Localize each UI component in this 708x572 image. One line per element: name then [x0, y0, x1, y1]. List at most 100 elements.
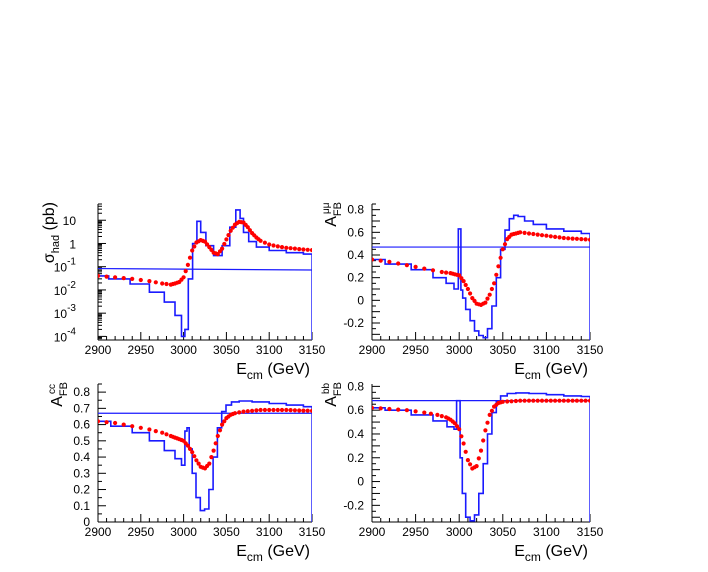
series-point [288, 246, 293, 251]
series-point [121, 422, 126, 427]
series-point [574, 236, 580, 241]
series-point [481, 438, 486, 443]
series-point [130, 424, 135, 429]
series-point [211, 448, 216, 453]
x-tick-label: 3050 [213, 525, 240, 539]
y-tick-exponent: -4 [67, 326, 76, 337]
y-axis-label-main: A [323, 216, 340, 227]
series-point [387, 259, 392, 264]
series-point [487, 292, 492, 297]
series-point [566, 236, 571, 241]
series-point [531, 231, 536, 237]
series-point [413, 264, 418, 269]
series-point [254, 408, 259, 413]
series-point [489, 408, 494, 413]
series-point [301, 408, 306, 413]
series-point [574, 398, 580, 403]
series-point [500, 247, 505, 252]
y-axis-label-sub: FB [332, 382, 344, 396]
y-tick-label: 0.8 [347, 379, 364, 393]
series-point [130, 276, 135, 281]
series-point [522, 398, 527, 403]
series-point [422, 266, 427, 271]
series-point [561, 235, 566, 241]
series-point [461, 279, 466, 284]
y-axis-label-tail: (pb) [41, 202, 58, 235]
x-tick-label: 2900 [359, 525, 386, 539]
y-tick-label: 10-1 [54, 257, 77, 275]
series-point [309, 248, 312, 253]
series-point [500, 399, 505, 404]
series-point [485, 420, 490, 425]
y-tick-label: 10 [63, 214, 77, 228]
plot-area [372, 214, 590, 340]
y-tick-base: 10 [63, 214, 77, 228]
series-point [468, 291, 473, 296]
x-axis-label-sub: cm [525, 368, 541, 382]
series-point [297, 247, 302, 252]
y-tick-label: 0.6 [73, 418, 90, 432]
series-point [483, 428, 488, 433]
series-point [557, 235, 562, 240]
series-point [217, 428, 223, 433]
y-axis-label-sup: bb [321, 382, 332, 394]
y-axis-label-main: A [323, 396, 340, 407]
plot-area [98, 209, 312, 340]
series-point [439, 414, 444, 419]
series-point [579, 398, 584, 403]
series-point [505, 399, 510, 404]
series-point [548, 234, 553, 239]
y-tick-label: 0.8 [347, 203, 364, 217]
x-axis-label: Ecm (GeV) [236, 543, 310, 564]
series-point [570, 236, 575, 241]
y-axis-label-sup: cc [47, 384, 58, 394]
series-point [241, 409, 246, 414]
x-axis-label-main: E [236, 361, 247, 378]
y-tick-base: 10 [54, 307, 68, 321]
series-point [250, 408, 255, 413]
y-tick-label: 10-4 [54, 326, 77, 344]
series-point [387, 406, 392, 412]
series-point [494, 272, 499, 277]
series-point [496, 264, 501, 269]
series-point [153, 280, 158, 285]
y-tick-label: -0.2 [343, 316, 364, 330]
series-point [104, 274, 109, 279]
series-step-line [98, 209, 312, 338]
x-tick-label: 3000 [446, 525, 473, 539]
series-point [113, 275, 118, 280]
y-tick-label: 0 [357, 293, 364, 307]
series-point [245, 409, 250, 414]
series-point [232, 411, 238, 416]
series-point [566, 398, 571, 403]
series-point [213, 441, 218, 446]
series-point [187, 255, 193, 260]
y-tick-label: 0.2 [347, 451, 364, 465]
x-axis-label-tail: (GeV) [263, 543, 310, 560]
x-axis-label-tail: (GeV) [541, 543, 588, 560]
series-point [459, 434, 464, 439]
panel-afb-mumu: 2900 2950 3000 3050 3100 3150 -0.2 0 0.2 0.4 0.6 0.… [321, 202, 604, 382]
y-tick-label: 1 [69, 237, 76, 251]
y-tick-exponent: -3 [67, 303, 76, 314]
series-point [487, 412, 492, 417]
series-point [485, 296, 490, 301]
series-point [190, 450, 195, 455]
series-point [579, 237, 584, 242]
x-tick-label: 2900 [85, 343, 112, 357]
series-point [430, 268, 436, 273]
series-point [513, 398, 519, 404]
series-point [396, 407, 401, 412]
series-point [539, 233, 545, 238]
plot-area [98, 400, 312, 522]
series-point [279, 245, 285, 250]
series-point [164, 281, 169, 287]
series-point [404, 408, 409, 413]
series-point [98, 273, 101, 278]
series-point [553, 234, 558, 239]
y-tick-label: 0.3 [73, 466, 90, 480]
series-point [489, 286, 494, 292]
series-reference-line [98, 267, 312, 271]
x-tick-label: 3100 [533, 343, 560, 357]
